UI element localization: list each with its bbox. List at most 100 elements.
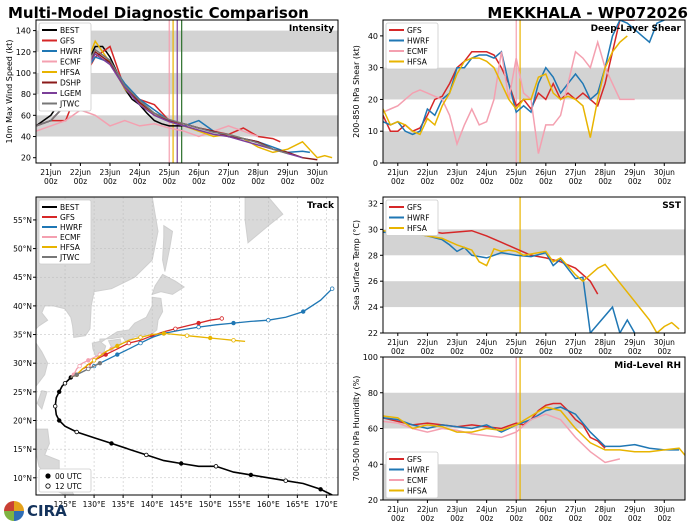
track-point <box>74 429 79 435</box>
track-point <box>283 478 288 483</box>
x-tick-label: 00z <box>103 177 117 186</box>
x-tick-label: 21jun <box>387 505 408 514</box>
x-tick-label: 00z <box>421 514 435 523</box>
track-point <box>173 326 178 331</box>
marker-label: 12 UTC <box>55 482 82 491</box>
x-tick-label: 00z <box>133 177 147 186</box>
x-tick-label: 28jun <box>594 168 615 177</box>
x-tick-label: 00z <box>658 514 672 523</box>
legend-label: BEST <box>60 26 80 35</box>
y-tick-label: 20 <box>368 496 378 505</box>
y-tick-label: 26 <box>368 277 378 286</box>
legend-label: HWRF <box>407 466 430 475</box>
x-tick-label: 00z <box>539 177 553 186</box>
legend-label: BEST <box>60 203 80 212</box>
grey-band <box>383 131 685 163</box>
track-point <box>301 309 306 314</box>
legend-label: GFS <box>407 455 422 464</box>
legend-label: GFS <box>407 26 422 35</box>
x-tick-label: 00z <box>569 347 583 356</box>
plot-frame <box>35 19 339 164</box>
grey-band <box>383 281 685 308</box>
china-coast <box>36 342 49 387</box>
page-title: Multi-Model Diagnostic Comparison <box>8 4 309 22</box>
grey-band <box>36 115 338 137</box>
y-tick-label: 25°N <box>13 388 32 397</box>
rh-panel: 2040608010021jun00z22jun00z23jun00z24jun… <box>352 353 686 523</box>
y-tick-label: 40 <box>21 133 31 142</box>
y-axis-label: 10m Max Wind Speed (kt) <box>5 40 14 144</box>
y-tick-label: 15°N <box>13 445 32 454</box>
legend-box <box>385 451 439 499</box>
track-point <box>196 320 201 326</box>
x-tick-label: 00z <box>421 177 435 186</box>
sakhalin <box>162 224 174 272</box>
y-tick-label: 30°N <box>13 359 32 368</box>
y-tick-label: 22 <box>368 329 378 338</box>
x-tick-label: 21jun <box>387 168 408 177</box>
legend-label: GFS <box>407 203 422 212</box>
x-tick-label: 00z <box>391 177 405 186</box>
legend-label: HWRF <box>60 223 83 232</box>
storm-id: MEKKHALA - WP072026 <box>487 4 688 22</box>
x-tick-label: 27jun <box>565 168 586 177</box>
track-point <box>126 340 132 346</box>
x-tick-label: 29jun <box>277 168 298 177</box>
y-axis-label: 200-850 hPa Shear (kt) <box>352 45 361 138</box>
taiwan <box>36 390 48 411</box>
x-tick-label: 28jun <box>594 505 615 514</box>
x-tick-label: 24jun <box>476 168 497 177</box>
y-tick-label: 80 <box>368 389 378 398</box>
legend-box <box>38 22 92 112</box>
y-tick-label: 40°N <box>13 302 32 311</box>
x-tick-label: 25jun <box>159 168 180 177</box>
track-point <box>86 366 91 372</box>
y-tick-label: 55°N <box>13 216 32 225</box>
series-line-hfsa <box>383 35 628 138</box>
x-tick-label: 23jun <box>446 338 467 347</box>
track-point <box>53 404 58 409</box>
y-axis-label: Sea Surface Temp (°C) <box>352 220 361 310</box>
land <box>36 197 284 495</box>
y-tick-label: 35°N <box>13 331 32 340</box>
x-tick-label: 00z <box>281 177 295 186</box>
panel-title: Track <box>307 201 335 211</box>
legend-label: GFS <box>60 213 75 222</box>
x-tick-label: 00z <box>162 177 176 186</box>
x-tick-label: 130°E <box>83 500 106 509</box>
x-tick-label: 26jun <box>188 168 209 177</box>
legend-label: HFSA <box>60 243 81 252</box>
x-tick-label: 00z <box>480 514 494 523</box>
x-tick-label: 135°E <box>112 500 135 509</box>
legend-label: JTWC <box>59 100 79 109</box>
legend-label: HFSA <box>407 487 428 496</box>
y-tick-label: 30 <box>368 64 378 73</box>
x-tick-label: 26jun <box>535 338 556 347</box>
track-point <box>77 363 82 369</box>
x-tick-label: 21jun <box>387 338 408 347</box>
track-point <box>138 340 143 346</box>
x-tick-label: 00z <box>628 514 642 523</box>
x-tick-label: 00z <box>598 514 612 523</box>
track-point <box>103 352 108 357</box>
x-tick-label: 28jun <box>247 168 268 177</box>
x-tick-label: 00z <box>192 177 206 186</box>
legend-label: ECMF <box>407 47 428 56</box>
y-tick-label: 10°N <box>13 474 32 483</box>
track-point <box>161 331 166 336</box>
x-tick-label: 00z <box>658 347 672 356</box>
x-tick-label: 29jun <box>624 168 645 177</box>
y-tick-label: 20 <box>368 95 378 104</box>
track-point <box>115 352 120 357</box>
marker-legend-box <box>38 468 92 493</box>
x-tick-label: 25jun <box>506 505 527 514</box>
x-tick-label: 00z <box>539 347 553 356</box>
x-tick-label: 27jun <box>218 168 239 177</box>
x-tick-label: 23jun <box>446 505 467 514</box>
x-tick-label: 00z <box>569 514 583 523</box>
honshu <box>99 296 164 345</box>
